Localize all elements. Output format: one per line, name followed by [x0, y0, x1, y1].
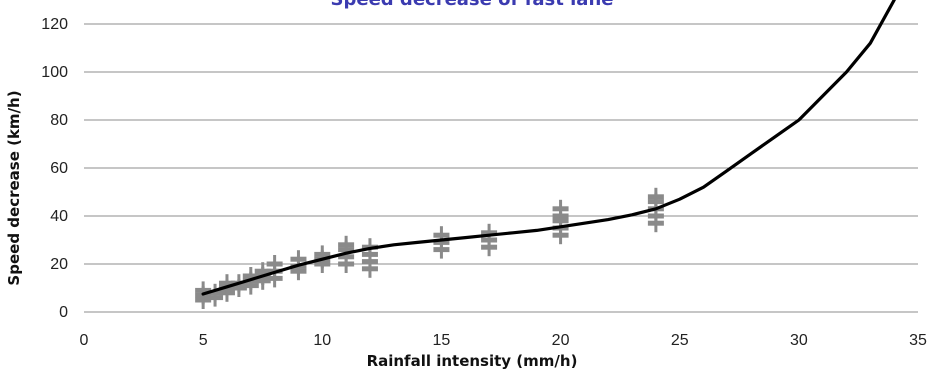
y-axis-label: Speed decrease (km/h): [5, 90, 23, 285]
y-tick-label: 100: [41, 64, 68, 81]
x-axis-label: Rainfall intensity (mm/h): [367, 352, 578, 370]
data-point: [314, 245, 331, 264]
y-tick-label: 20: [50, 256, 68, 273]
y-axis-ticks: 0 20 40 60 80 100 120: [41, 16, 68, 321]
y-tick-label: 60: [50, 160, 68, 177]
y-tick-label: 120: [41, 16, 68, 33]
y-tick-label: 0: [59, 304, 68, 321]
data-point: [218, 274, 235, 293]
data-point: [242, 267, 259, 285]
data-point: [207, 283, 224, 302]
data-point: [338, 235, 355, 254]
data-point: [481, 223, 498, 242]
x-tick-label: 35: [909, 332, 927, 349]
x-tick-label: 15: [433, 332, 451, 349]
data-point: [266, 255, 283, 273]
x-axis-ticks: 0 5 10 15 20 25 30 35: [80, 332, 927, 349]
data-point: [552, 199, 569, 218]
data-markers: [195, 187, 664, 309]
y-tick-label: 80: [50, 112, 68, 129]
data-point: [433, 226, 450, 245]
data-point: [290, 250, 307, 269]
x-tick-label: 10: [313, 332, 331, 349]
x-tick-label: 0: [80, 332, 89, 349]
data-point: [254, 262, 271, 281]
y-tick-label: 40: [50, 208, 68, 225]
data-point: [195, 281, 212, 300]
x-tick-label: 25: [671, 332, 689, 349]
x-tick-label: 5: [199, 332, 208, 349]
x-tick-label: 30: [790, 332, 808, 349]
trend-line: [201, 0, 896, 296]
x-tick-label: 20: [552, 332, 570, 349]
data-point: [647, 187, 664, 206]
gridlines: [84, 23, 918, 313]
chart-title: Speed decrease of fast lane: [331, 0, 614, 10]
